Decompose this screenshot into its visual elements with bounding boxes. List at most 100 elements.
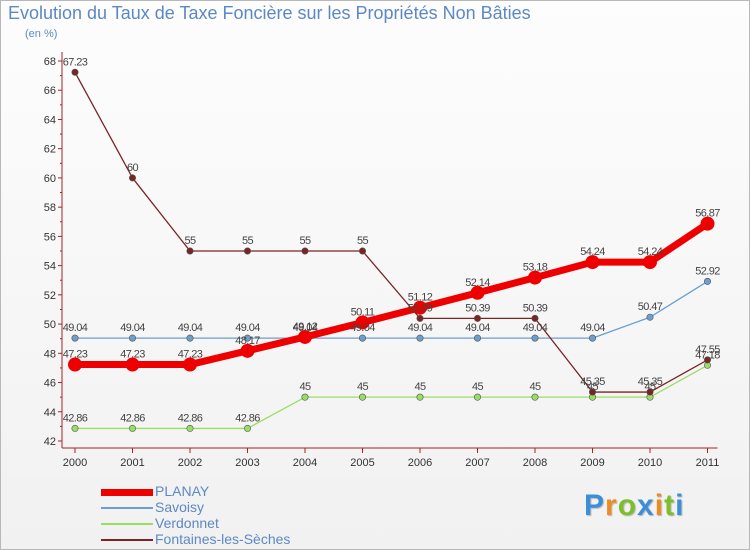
data-point xyxy=(473,393,481,401)
data-point xyxy=(531,314,539,322)
data-label: 55 xyxy=(299,235,311,247)
data-label: 55 xyxy=(242,235,254,247)
data-point xyxy=(186,424,194,432)
series-verdonnet xyxy=(71,361,711,432)
data-point xyxy=(700,216,715,231)
logo-letter: t xyxy=(664,489,676,522)
data-label: 56.87 xyxy=(695,208,720,220)
data-label: 45 xyxy=(414,381,426,393)
chart-title: Evolution du Taux de Taxe Foncière sur l… xyxy=(8,3,531,23)
data-point xyxy=(68,357,82,372)
series-line xyxy=(71,220,711,369)
x-tick-label: 2007 xyxy=(465,457,489,469)
data-label: 51.12 xyxy=(408,292,433,304)
data-label: 45 xyxy=(357,381,369,393)
logo-letter: i xyxy=(654,489,665,522)
y-tick-label: 62 xyxy=(44,144,56,156)
x-tick-label: 2010 xyxy=(638,457,662,469)
chart-unit-label: (en %) xyxy=(25,28,58,40)
y-tick-label: 60 xyxy=(44,173,56,185)
data-label: 50.47 xyxy=(638,301,663,313)
data-point xyxy=(588,388,596,396)
x-tick-label: 2000 xyxy=(63,457,87,469)
data-point xyxy=(71,424,79,432)
series-line xyxy=(74,280,709,339)
data-point xyxy=(703,356,711,364)
data-label: 54.24 xyxy=(638,246,663,258)
y-tick-label: 48 xyxy=(44,348,56,360)
data-point xyxy=(358,393,366,401)
axes: 42 44 46 48 50 52 54 56 58 60 62 64 66 68 2000 2001 2002… xyxy=(44,52,719,469)
data-point xyxy=(473,314,481,322)
data-label: 49.04 xyxy=(523,322,548,334)
data-point xyxy=(244,334,252,342)
data-label: 45 xyxy=(587,381,599,393)
data-point xyxy=(298,329,312,344)
y-tick-label: 68 xyxy=(44,56,56,68)
x-tick-label: 2005 xyxy=(350,457,374,469)
data-point xyxy=(646,313,654,321)
legend-label: Verdonnet xyxy=(155,515,219,531)
data-label: 42.86 xyxy=(120,412,145,424)
data-label: 42.86 xyxy=(178,412,203,424)
y-tick-label: 66 xyxy=(44,85,56,97)
data-label: 48.17 xyxy=(235,335,260,347)
series-line xyxy=(74,364,709,430)
data-label: 54.24 xyxy=(580,246,605,258)
data-point xyxy=(416,393,424,401)
legend-label: PLANAY xyxy=(155,483,210,499)
data-label: 47.55 xyxy=(695,344,720,356)
data-label: 47.18 xyxy=(695,349,720,361)
data-label: 42.86 xyxy=(63,412,88,424)
data-point xyxy=(301,393,309,401)
data-label: 45.35 xyxy=(580,376,605,388)
data-point xyxy=(473,334,481,342)
data-point xyxy=(358,247,366,255)
logo-letter: x xyxy=(637,489,655,522)
logo-letter: i xyxy=(675,489,685,522)
data-point xyxy=(355,315,370,330)
series-line xyxy=(74,71,709,393)
legend-swatch xyxy=(101,488,153,496)
data-point xyxy=(240,343,255,358)
series-fontaines-les-s-ches xyxy=(71,68,711,396)
data-point xyxy=(416,314,424,322)
data-label: 45 xyxy=(299,381,311,393)
data-label: 50.39 xyxy=(408,302,433,314)
data-label: 55 xyxy=(357,235,369,247)
y-tick-label: 54 xyxy=(44,261,56,273)
x-tick-label: 2008 xyxy=(523,457,547,469)
data-label: 47.23 xyxy=(63,349,88,361)
data-label: 45.35 xyxy=(638,376,663,388)
data-label: 49.04 xyxy=(120,322,145,334)
data-point xyxy=(186,334,194,342)
x-tick-label: 2003 xyxy=(235,457,259,469)
data-point xyxy=(470,285,485,300)
data-point xyxy=(703,277,711,285)
data-point xyxy=(71,68,79,76)
data-point xyxy=(531,334,539,342)
data-point xyxy=(301,247,309,255)
data-label: 50.39 xyxy=(465,302,490,314)
logo-letter: r xyxy=(605,489,618,522)
data-point xyxy=(531,393,539,401)
y-tick-label: 52 xyxy=(44,290,56,302)
data-label: 49.04 xyxy=(178,322,203,334)
data-point xyxy=(358,334,366,342)
y-tick-label: 44 xyxy=(44,407,56,419)
data-point xyxy=(413,300,427,315)
legend-swatch xyxy=(101,523,153,525)
data-label: 49.04 xyxy=(235,322,260,334)
series-planay xyxy=(68,216,715,372)
x-tick-label: 2006 xyxy=(408,457,432,469)
data-label: 49.12 xyxy=(293,321,318,333)
data-point xyxy=(585,255,600,270)
data-label: 45 xyxy=(644,381,656,393)
data-point xyxy=(129,334,137,342)
x-tick-label: 2009 xyxy=(580,457,604,469)
data-point xyxy=(643,255,657,270)
data-point xyxy=(244,247,252,255)
data-point xyxy=(129,174,137,182)
x-tick-label: 2002 xyxy=(178,457,202,469)
